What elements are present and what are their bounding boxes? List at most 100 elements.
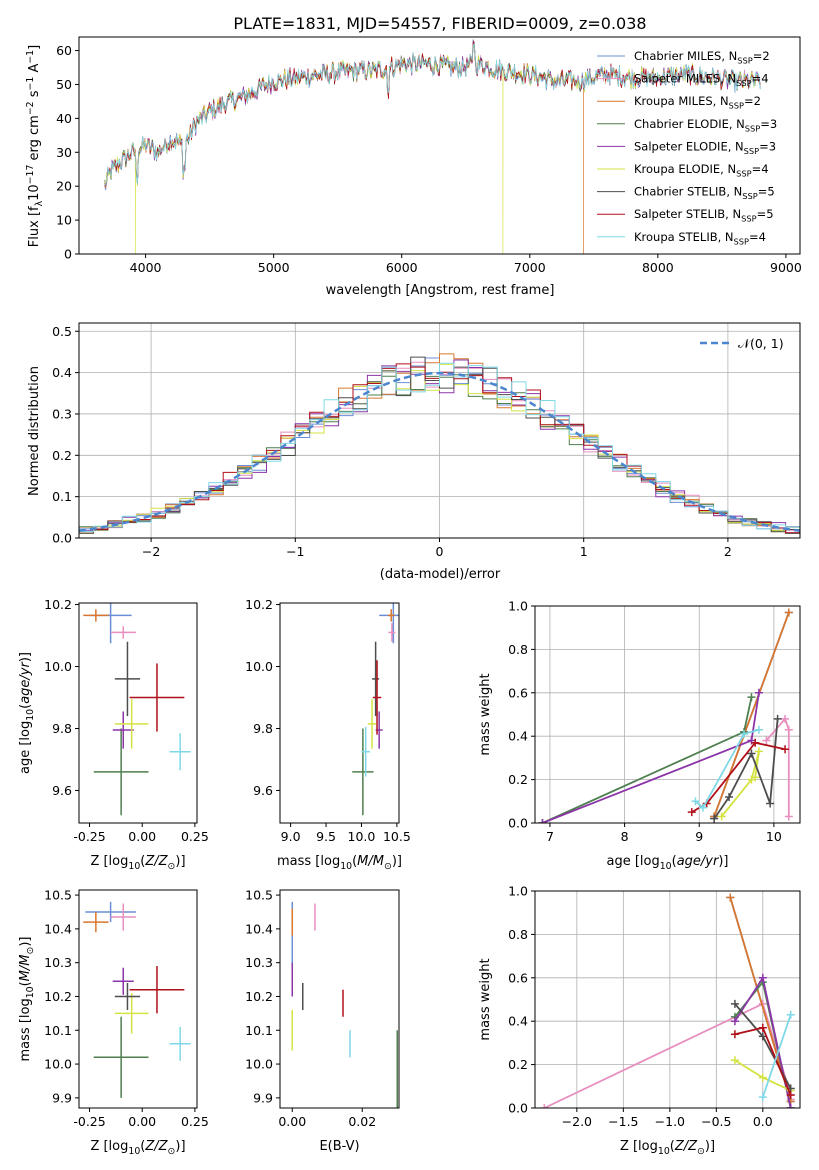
x-tick-label: 0 [436,544,444,559]
normal-curve [79,371,800,533]
y-axis-label: age [log10(age/yr)] [18,652,36,774]
weight-marker [751,773,760,782]
y-tick-label: 9.6 [52,783,72,798]
weight-line [761,1014,792,1098]
y-tick-label: 40 [56,111,72,126]
x-tick-label: 9.0 [281,829,301,844]
panel-age-vs-Z: -0.25 0.00 0.25 9.6 9.8 10.0 10.2 Z [log10(Z/Z⊙… [18,597,209,872]
weight-marker [540,1104,549,1108]
axes-spectrum: 4000 5000 6000 7000 8000 9000 0 10 20 30 40 50 60 wav… [25,36,802,298]
axes-frame [279,889,400,1109]
legend-label: Chabrier ELODIE, NSSP=3 [634,117,777,133]
y-tick-label: 50 [56,77,72,92]
legend-label: Salpeter STELIB, NSSP=5 [634,207,774,223]
legend-spectrum: Chabrier MILES, NSSP=2 Salpeter MILES, NS… [597,49,777,246]
x-tick-label: 9 [695,829,703,844]
weight-marker [687,808,696,817]
y-tick-label: 10.5 [44,888,72,903]
y-tick-label: 0.0 [52,531,72,546]
weight-line [542,696,753,823]
panel-residuals: −2 −1 0 1 2 0.0 0.1 0.2 0.3 0.4 0.5 (data-model)/er… [27,322,801,582]
legend-label: Kroupa ELODIE, NSSP=4 [634,162,769,178]
y-tick-label: 10.0 [245,1057,273,1072]
x-tick-label: 1 [580,544,588,559]
y-tick-label: 10.2 [245,989,273,1004]
x-tick-label: 0.0 [753,1114,773,1129]
plots-layer: 4000 5000 6000 7000 8000 90000102030405060wav… [18,36,802,1157]
weight-marker [758,973,767,982]
weight-marker [538,819,547,823]
y-tick-label: 10.5 [245,888,273,903]
y-tick-label: 10.1 [44,1023,72,1038]
y-tick-label: 0.8 [508,927,528,942]
y-tick-label: 0.6 [508,685,528,700]
y-tick-label: 0.2 [508,772,528,787]
x-tick-label: −1 [286,544,304,559]
axes-frame [279,602,400,824]
panel-mass-vs-Z: -0.25 0.00 0.25 9.9 10.0 10.1 10.2 10.3 10.4 10.5… [18,888,209,1157]
panel-mass-vs-EBV: 0.00 0.02 9.9 10.0 10.1 10.2 10.3 10.4 10.5 E(B-V… [245,888,400,1154]
axes-mass-vs-EBV: 0.00 0.02 9.9 10.0 10.1 10.2 10.3 10.4 10.5 E(B-V… [245,888,400,1154]
y-tick-label: 9.9 [253,1090,273,1105]
weight-marker [751,738,760,747]
y-tick-label: 0.4 [508,1014,528,1029]
grid-weight-vs-age [535,605,800,824]
axes-age-vs-mass: 9.0 9.5 10.0 10.5 9.6 9.8 10.0 10.2 mass [log10(… [245,597,411,872]
weight-marker [786,1104,795,1108]
weight-marker [758,1023,767,1032]
weight-marker [710,814,719,823]
panel-age-vs-mass: 9.0 9.5 10.0 10.5 9.6 9.8 10.0 10.2 mass [log10(… [245,597,411,872]
axes-frame [78,602,198,824]
y-tick-label: 9.9 [52,1090,72,1105]
x-tick-label: 4000 [130,260,162,275]
y-tick-label: 10.4 [44,921,72,936]
plot-area-mass-vs-Z [83,901,191,1098]
spectrum-line [104,42,761,185]
weight-marker [786,1010,795,1019]
x-tick-label: 2 [724,544,732,559]
y-tick-label: 9.8 [253,721,273,736]
y-axis-label: mass weight [478,958,493,1040]
y-tick-label: 10.0 [44,659,72,674]
plot-area-age-vs-mass [352,603,399,816]
x-axis-label: Z [log10(Z/Z⊙)] [620,1139,715,1157]
x-tick-label: 10.5 [383,829,411,844]
figure-title: PLATE=1831, MJD=54557, FIBERID=0009, z=0… [233,14,646,33]
y-tick-label: 0.4 [508,729,528,744]
weight-marker [754,747,763,756]
weight-marker [725,792,734,801]
axes-frame [534,605,801,824]
y-axis-label: mass weight [478,673,493,755]
y-tick-label: 60 [56,43,72,58]
x-tick-label: 9000 [770,260,802,275]
x-tick-label: 7000 [514,260,546,275]
x-tick-label: −0.5 [701,1114,731,1129]
weight-marker [762,736,771,745]
y-tick-label: 10.2 [44,597,72,612]
x-tick-label: -0.25 [73,1114,105,1129]
weight-marker [754,688,763,697]
weight-line [542,692,760,823]
x-tick-label: −2 [142,544,160,559]
x-axis-label: wavelength [Angstrom, rest frame] [326,283,555,298]
axes-frame [534,890,801,1109]
x-tick-label: 8000 [642,260,674,275]
x-tick-label: 0.25 [181,1114,209,1129]
weight-marker [747,749,756,758]
weight-marker [781,714,790,723]
axes-weight-vs-Z: −2.0 −1.5 −1.0 −0.5 0.0 0.0 0.2 0.4 0.6 0.8 1.0 Z [… [478,884,801,1157]
x-tick-label: 10 [766,829,782,844]
weight-marker [730,1017,739,1026]
axes-frame [78,889,198,1109]
y-tick-label: 10.1 [245,1023,273,1038]
x-tick-label: 10.0 [348,829,376,844]
x-tick-label: 7 [546,829,554,844]
y-tick-label: 0 [64,247,72,262]
legend-label: Kroupa MILES, NSSP=2 [634,94,761,110]
legend-label: Kroupa STELIB, NSSP=4 [634,230,766,246]
x-axis-label: (data-model)/error [380,567,501,582]
plot-area-weight-vs-Z [540,893,795,1108]
y-tick-label: 0.1 [52,489,72,504]
y-axis-label: mass [log10(M/M⊙)] [18,937,36,1062]
weight-line [713,612,790,817]
